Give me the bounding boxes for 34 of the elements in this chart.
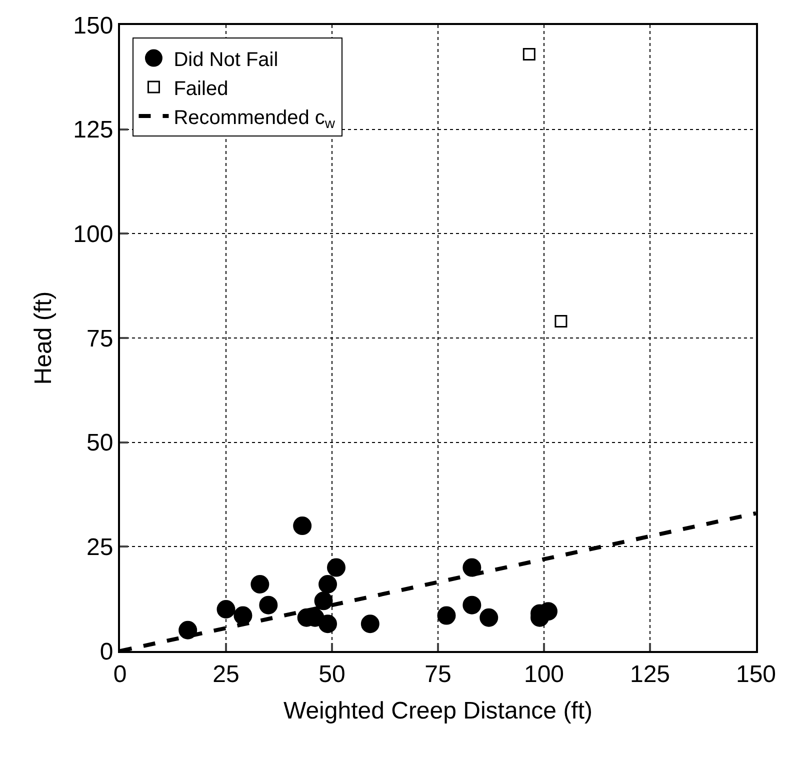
x-tick-label: 150 (736, 660, 776, 688)
point (554, 315, 568, 328)
legend-label: Recommended c$_{w}$ (174, 106, 336, 132)
x-tick-label: 125 (630, 660, 670, 688)
point (178, 620, 198, 640)
point (314, 592, 333, 610)
point (293, 516, 312, 536)
x-tick-label: 75 (424, 660, 452, 688)
point (259, 596, 278, 614)
point (327, 558, 346, 577)
point (522, 48, 536, 60)
legend-label: Failed (174, 78, 228, 100)
x-axis-title: Weighted Creep Distance (ft) (283, 698, 593, 725)
x-tick-label: 25 (212, 660, 240, 688)
point (437, 606, 456, 625)
y-tick-label: 0 (100, 638, 114, 666)
point (480, 608, 498, 627)
point (250, 574, 270, 594)
x-tick-label: 50 (318, 660, 346, 688)
y-tick-label: 50 (86, 430, 114, 457)
y-tick-label: 25 (86, 534, 114, 562)
y-axis-title: Head (ft) (30, 291, 57, 385)
point (462, 596, 482, 614)
point (318, 614, 338, 634)
point (234, 606, 252, 625)
point (318, 574, 338, 594)
y-tick-label: 100 (73, 221, 114, 248)
y-tick-label: 75 (86, 325, 114, 352)
legend-label: Did Not Fail (174, 48, 278, 71)
y-tick-label: 150 (73, 12, 114, 40)
point (360, 614, 380, 634)
point (216, 600, 236, 619)
y-tick-label: 125 (73, 116, 114, 144)
x-tick-label: 100 (524, 660, 564, 688)
